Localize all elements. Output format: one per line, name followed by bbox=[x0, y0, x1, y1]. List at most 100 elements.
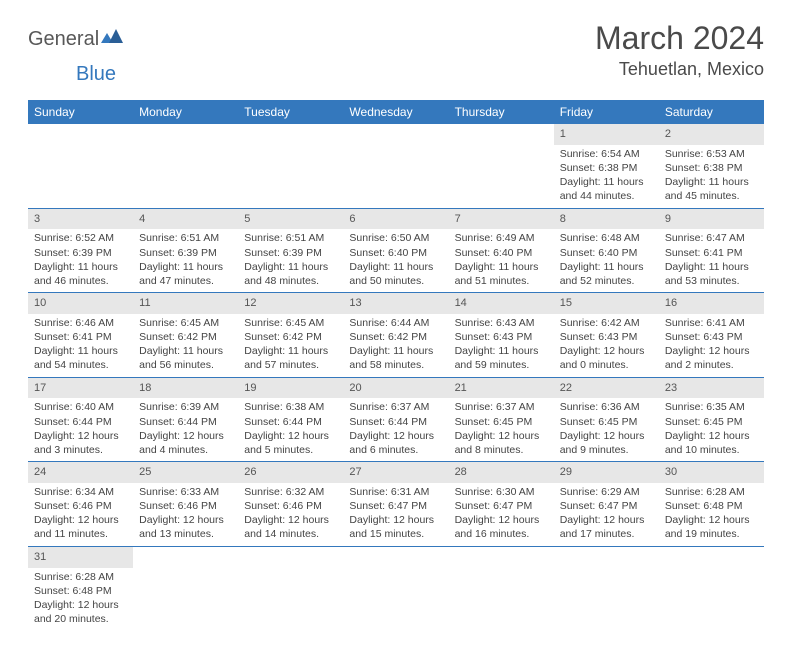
daylight-text: Daylight: 12 hours and 16 minutes. bbox=[455, 513, 548, 541]
sunset-text: Sunset: 6:45 PM bbox=[665, 415, 758, 429]
sunrise-text: Sunrise: 6:44 AM bbox=[349, 316, 442, 330]
sunrise-text: Sunrise: 6:45 AM bbox=[139, 316, 232, 330]
logo-text-general: General bbox=[28, 28, 99, 51]
calendar-body: 1Sunrise: 6:54 AMSunset: 6:38 PMDaylight… bbox=[28, 124, 764, 630]
weekday-header-row: SundayMondayTuesdayWednesdayThursdayFrid… bbox=[28, 100, 764, 124]
sunrise-text: Sunrise: 6:37 AM bbox=[349, 400, 442, 414]
sunset-text: Sunset: 6:45 PM bbox=[560, 415, 653, 429]
day-number: 26 bbox=[238, 462, 343, 483]
day-number: 3 bbox=[28, 209, 133, 230]
day-content: Sunrise: 6:47 AMSunset: 6:41 PMDaylight:… bbox=[659, 229, 764, 292]
sunrise-text: Sunrise: 6:46 AM bbox=[34, 316, 127, 330]
calendar-day-cell bbox=[133, 546, 238, 630]
sunset-text: Sunset: 6:42 PM bbox=[349, 330, 442, 344]
sunrise-text: Sunrise: 6:35 AM bbox=[665, 400, 758, 414]
daylight-text: Daylight: 11 hours and 57 minutes. bbox=[244, 344, 337, 372]
day-number: 18 bbox=[133, 378, 238, 399]
calendar-day-cell: 13Sunrise: 6:44 AMSunset: 6:42 PMDayligh… bbox=[343, 293, 448, 378]
daylight-text: Daylight: 11 hours and 58 minutes. bbox=[349, 344, 442, 372]
calendar-day-cell bbox=[449, 124, 554, 208]
calendar-day-cell: 19Sunrise: 6:38 AMSunset: 6:44 PMDayligh… bbox=[238, 377, 343, 462]
calendar-day-cell: 10Sunrise: 6:46 AMSunset: 6:41 PMDayligh… bbox=[28, 293, 133, 378]
calendar-day-cell bbox=[659, 546, 764, 630]
sunrise-text: Sunrise: 6:30 AM bbox=[455, 485, 548, 499]
sunrise-text: Sunrise: 6:38 AM bbox=[244, 400, 337, 414]
weekday-header: Saturday bbox=[659, 100, 764, 124]
daylight-text: Daylight: 12 hours and 2 minutes. bbox=[665, 344, 758, 372]
sunset-text: Sunset: 6:45 PM bbox=[455, 415, 548, 429]
sunset-text: Sunset: 6:42 PM bbox=[139, 330, 232, 344]
day-content: Sunrise: 6:46 AMSunset: 6:41 PMDaylight:… bbox=[28, 314, 133, 377]
weekday-header: Friday bbox=[554, 100, 659, 124]
calendar-table: SundayMondayTuesdayWednesdayThursdayFrid… bbox=[28, 100, 764, 630]
day-content: Sunrise: 6:50 AMSunset: 6:40 PMDaylight:… bbox=[343, 229, 448, 292]
calendar-day-cell: 2Sunrise: 6:53 AMSunset: 6:38 PMDaylight… bbox=[659, 124, 764, 208]
sunrise-text: Sunrise: 6:39 AM bbox=[139, 400, 232, 414]
sunrise-text: Sunrise: 6:53 AM bbox=[665, 147, 758, 161]
calendar-day-cell: 26Sunrise: 6:32 AMSunset: 6:46 PMDayligh… bbox=[238, 462, 343, 547]
day-number: 19 bbox=[238, 378, 343, 399]
calendar-day-cell: 16Sunrise: 6:41 AMSunset: 6:43 PMDayligh… bbox=[659, 293, 764, 378]
day-content: Sunrise: 6:52 AMSunset: 6:39 PMDaylight:… bbox=[28, 229, 133, 292]
day-content: Sunrise: 6:53 AMSunset: 6:38 PMDaylight:… bbox=[659, 145, 764, 208]
calendar-day-cell: 8Sunrise: 6:48 AMSunset: 6:40 PMDaylight… bbox=[554, 208, 659, 293]
calendar-day-cell bbox=[343, 124, 448, 208]
day-content: Sunrise: 6:40 AMSunset: 6:44 PMDaylight:… bbox=[28, 398, 133, 461]
sunset-text: Sunset: 6:41 PM bbox=[665, 246, 758, 260]
calendar-week-row: 17Sunrise: 6:40 AMSunset: 6:44 PMDayligh… bbox=[28, 377, 764, 462]
sunset-text: Sunset: 6:41 PM bbox=[34, 330, 127, 344]
day-content: Sunrise: 6:32 AMSunset: 6:46 PMDaylight:… bbox=[238, 483, 343, 546]
location: Tehuetlan, Mexico bbox=[595, 59, 764, 80]
sunrise-text: Sunrise: 6:34 AM bbox=[34, 485, 127, 499]
calendar-day-cell: 9Sunrise: 6:47 AMSunset: 6:41 PMDaylight… bbox=[659, 208, 764, 293]
day-number: 6 bbox=[343, 209, 448, 230]
calendar-day-cell: 20Sunrise: 6:37 AMSunset: 6:44 PMDayligh… bbox=[343, 377, 448, 462]
calendar-day-cell: 5Sunrise: 6:51 AMSunset: 6:39 PMDaylight… bbox=[238, 208, 343, 293]
day-number: 7 bbox=[449, 209, 554, 230]
sunset-text: Sunset: 6:43 PM bbox=[455, 330, 548, 344]
logo: General bbox=[28, 20, 123, 51]
sunset-text: Sunset: 6:47 PM bbox=[560, 499, 653, 513]
sunset-text: Sunset: 6:39 PM bbox=[244, 246, 337, 260]
calendar-day-cell: 29Sunrise: 6:29 AMSunset: 6:47 PMDayligh… bbox=[554, 462, 659, 547]
daylight-text: Daylight: 12 hours and 3 minutes. bbox=[34, 429, 127, 457]
day-content: Sunrise: 6:33 AMSunset: 6:46 PMDaylight:… bbox=[133, 483, 238, 546]
day-content: Sunrise: 6:44 AMSunset: 6:42 PMDaylight:… bbox=[343, 314, 448, 377]
daylight-text: Daylight: 12 hours and 19 minutes. bbox=[665, 513, 758, 541]
calendar-day-cell bbox=[238, 546, 343, 630]
day-content: Sunrise: 6:48 AMSunset: 6:40 PMDaylight:… bbox=[554, 229, 659, 292]
month-title: March 2024 bbox=[595, 20, 764, 57]
calendar-day-cell: 12Sunrise: 6:45 AMSunset: 6:42 PMDayligh… bbox=[238, 293, 343, 378]
weekday-header: Tuesday bbox=[238, 100, 343, 124]
calendar-day-cell bbox=[554, 546, 659, 630]
day-number: 20 bbox=[343, 378, 448, 399]
sunset-text: Sunset: 6:39 PM bbox=[139, 246, 232, 260]
day-content: Sunrise: 6:29 AMSunset: 6:47 PMDaylight:… bbox=[554, 483, 659, 546]
calendar-day-cell: 17Sunrise: 6:40 AMSunset: 6:44 PMDayligh… bbox=[28, 377, 133, 462]
sunset-text: Sunset: 6:38 PM bbox=[665, 161, 758, 175]
sunset-text: Sunset: 6:44 PM bbox=[34, 415, 127, 429]
day-number: 10 bbox=[28, 293, 133, 314]
day-content: Sunrise: 6:31 AMSunset: 6:47 PMDaylight:… bbox=[343, 483, 448, 546]
sunrise-text: Sunrise: 6:47 AM bbox=[665, 231, 758, 245]
daylight-text: Daylight: 11 hours and 47 minutes. bbox=[139, 260, 232, 288]
weekday-header: Thursday bbox=[449, 100, 554, 124]
sunset-text: Sunset: 6:40 PM bbox=[455, 246, 548, 260]
sunrise-text: Sunrise: 6:37 AM bbox=[455, 400, 548, 414]
sunset-text: Sunset: 6:44 PM bbox=[139, 415, 232, 429]
sunset-text: Sunset: 6:47 PM bbox=[455, 499, 548, 513]
daylight-text: Daylight: 11 hours and 45 minutes. bbox=[665, 175, 758, 203]
day-number: 2 bbox=[659, 124, 764, 145]
daylight-text: Daylight: 12 hours and 11 minutes. bbox=[34, 513, 127, 541]
day-content: Sunrise: 6:38 AMSunset: 6:44 PMDaylight:… bbox=[238, 398, 343, 461]
calendar-day-cell: 3Sunrise: 6:52 AMSunset: 6:39 PMDaylight… bbox=[28, 208, 133, 293]
daylight-text: Daylight: 11 hours and 52 minutes. bbox=[560, 260, 653, 288]
daylight-text: Daylight: 12 hours and 15 minutes. bbox=[349, 513, 442, 541]
sunrise-text: Sunrise: 6:49 AM bbox=[455, 231, 548, 245]
day-content: Sunrise: 6:34 AMSunset: 6:46 PMDaylight:… bbox=[28, 483, 133, 546]
calendar-day-cell bbox=[28, 124, 133, 208]
calendar-day-cell: 25Sunrise: 6:33 AMSunset: 6:46 PMDayligh… bbox=[133, 462, 238, 547]
day-content: Sunrise: 6:41 AMSunset: 6:43 PMDaylight:… bbox=[659, 314, 764, 377]
day-number: 13 bbox=[343, 293, 448, 314]
calendar-day-cell: 21Sunrise: 6:37 AMSunset: 6:45 PMDayligh… bbox=[449, 377, 554, 462]
